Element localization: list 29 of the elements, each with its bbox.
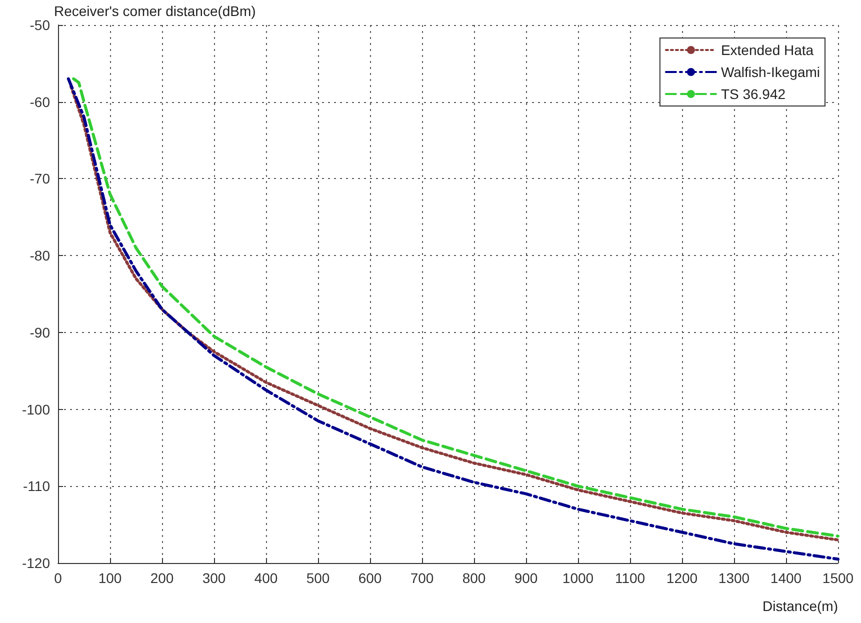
x-tick-label: 100 (98, 570, 122, 586)
y-tick-label: -120 (22, 555, 50, 571)
y-tick-label: -110 (23, 478, 50, 494)
x-tick-label: 200 (150, 570, 174, 586)
x-tick-label: 1500 (822, 570, 854, 586)
x-tick-label: 0 (54, 570, 62, 586)
x-tick-label: 900 (514, 570, 538, 586)
x-tick-label: 400 (254, 570, 278, 586)
x-tick-label: 1200 (666, 570, 698, 586)
legend-label: Extended Hata (720, 42, 814, 58)
x-tick-label: 300 (202, 570, 226, 586)
x-tick-label: 600 (358, 570, 382, 586)
x-tick-label: 800 (462, 570, 486, 586)
legend-label: TS 36.942 (720, 86, 786, 102)
x-tick-label: 700 (410, 570, 434, 586)
x-tick-label: 500 (306, 570, 330, 586)
x-tick-label: 1400 (770, 570, 802, 586)
y-tick-label: -80 (30, 248, 50, 264)
legend-label: Walfish-Ikegami (720, 64, 820, 80)
y-tick-label: -50 (30, 17, 50, 33)
y-axis-title: Receiver's comer distance(dBm) (54, 3, 256, 20)
x-tick-label: 1300 (718, 570, 750, 586)
x-tick-label: 1000 (562, 570, 594, 586)
x-axis-title: Distance(m) (762, 598, 838, 614)
y-tick-label: -70 (30, 170, 50, 187)
y-tick-label: -100 (22, 401, 50, 418)
y-tick-label: -60 (30, 94, 50, 110)
y-tick-label: -90 (30, 324, 50, 340)
x-tick-label: 1100 (614, 570, 646, 586)
